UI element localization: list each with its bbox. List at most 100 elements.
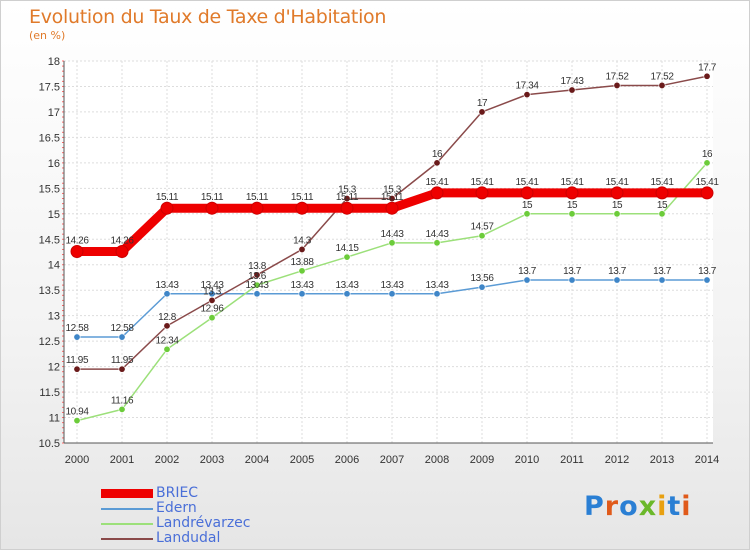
data-point (658, 210, 666, 218)
data-point (568, 276, 576, 284)
x-tick-label: 2003 (200, 454, 224, 466)
data-label: 14.43 (380, 229, 404, 240)
data-point (523, 276, 531, 284)
data-label: 15.11 (201, 192, 224, 203)
data-label: 10.94 (65, 407, 89, 418)
data-point (703, 159, 711, 167)
data-point (343, 290, 351, 298)
data-point (478, 232, 486, 240)
chart-legend: BRIEC Edern Landrévarzec Landudal (101, 486, 250, 546)
proxiti-logo: Proxiti (584, 491, 692, 522)
x-tick-label: 2004 (245, 454, 269, 466)
data-label: 14.15 (335, 243, 359, 254)
y-tick-label: 12.5 (39, 336, 60, 348)
data-point (298, 267, 306, 275)
x-tick-label: 2011 (560, 454, 584, 466)
data-label: 12.58 (110, 323, 134, 334)
legend-item-briec: BRIEC (101, 486, 250, 501)
data-label: 13.43 (245, 280, 269, 291)
data-label: 13.7 (608, 266, 627, 277)
legend-swatch-briec (101, 489, 153, 498)
plot-area (64, 61, 713, 443)
data-point (610, 186, 624, 200)
data-point (658, 81, 666, 89)
x-tick-label: 2000 (65, 454, 89, 466)
data-point (613, 276, 621, 284)
y-tick-label: 16 (48, 158, 60, 170)
data-label: 15.11 (246, 192, 269, 203)
data-label: 17 (477, 98, 488, 109)
data-label: 15.3 (383, 185, 402, 196)
data-point (340, 201, 354, 215)
x-tick-label: 2014 (695, 454, 719, 466)
data-label: 14.57 (470, 222, 494, 233)
legend-label-landrevarzec: Landrévarzec (156, 515, 251, 531)
legend-swatch-landrevarzec (101, 522, 153, 525)
x-tick-label: 2010 (515, 454, 539, 466)
y-tick-label: 10.5 (39, 438, 60, 450)
legend-label-briec: BRIEC (156, 485, 199, 501)
data-point (703, 276, 711, 284)
data-label: 15.11 (156, 192, 179, 203)
y-tick-label: 11.5 (39, 387, 60, 399)
data-label: 11.95 (111, 355, 134, 366)
data-label: 13.6 (248, 271, 267, 282)
x-tick-label: 2005 (290, 454, 314, 466)
data-label: 12.58 (65, 323, 89, 334)
y-tick-label: 14 (48, 260, 60, 272)
logo-letter: t (667, 491, 682, 522)
data-point (700, 186, 714, 200)
data-label: 15 (612, 200, 623, 211)
y-tick-label: 16.5 (39, 132, 60, 144)
data-label: 11.95 (66, 355, 89, 366)
data-label: 15.41 (515, 177, 539, 188)
logo-letter: o (619, 491, 639, 522)
legend-item-landrevarzec: Landrévarzec (101, 516, 250, 531)
data-point (205, 201, 219, 215)
data-point (433, 239, 441, 247)
data-point (433, 159, 441, 167)
legend-swatch-landudal (101, 537, 153, 540)
data-point (163, 322, 171, 330)
logo-letter: i (681, 491, 692, 522)
data-point (523, 91, 531, 99)
data-label: 13.7 (518, 266, 537, 277)
data-label: 15.41 (560, 177, 584, 188)
data-label: 14.43 (425, 229, 449, 240)
data-label: 15.3 (338, 185, 357, 196)
data-label: 13.43 (290, 280, 314, 291)
data-label: 13.56 (470, 273, 494, 284)
x-tick-label: 2008 (425, 454, 449, 466)
x-tick-label: 2007 (380, 454, 404, 466)
legend-swatch-edern (101, 507, 153, 510)
data-point (655, 186, 669, 200)
data-label: 15 (522, 200, 533, 211)
data-point (163, 290, 171, 298)
data-point (523, 210, 531, 218)
x-tick-label: 2012 (605, 454, 629, 466)
data-label: 15.41 (650, 177, 674, 188)
data-label: 13.3 (203, 286, 222, 297)
data-label: 13.7 (698, 266, 717, 277)
data-point (385, 201, 399, 215)
data-point (430, 186, 444, 200)
y-tick-label: 15.5 (39, 183, 60, 195)
data-point (478, 283, 486, 291)
data-label: 15 (567, 200, 578, 211)
y-tick-label: 15 (48, 209, 60, 221)
data-label: 15.11 (381, 192, 404, 203)
data-label: 14.26 (110, 235, 134, 246)
logo-letter: i (657, 491, 668, 522)
data-point (208, 314, 216, 322)
data-point (115, 244, 129, 258)
data-label: 16 (432, 149, 443, 160)
data-point (613, 210, 621, 218)
data-point (253, 271, 261, 279)
data-point (73, 417, 81, 425)
data-label: 13.43 (425, 280, 449, 291)
data-point (343, 253, 351, 261)
data-label: 13.7 (563, 266, 582, 277)
data-point (208, 296, 216, 304)
